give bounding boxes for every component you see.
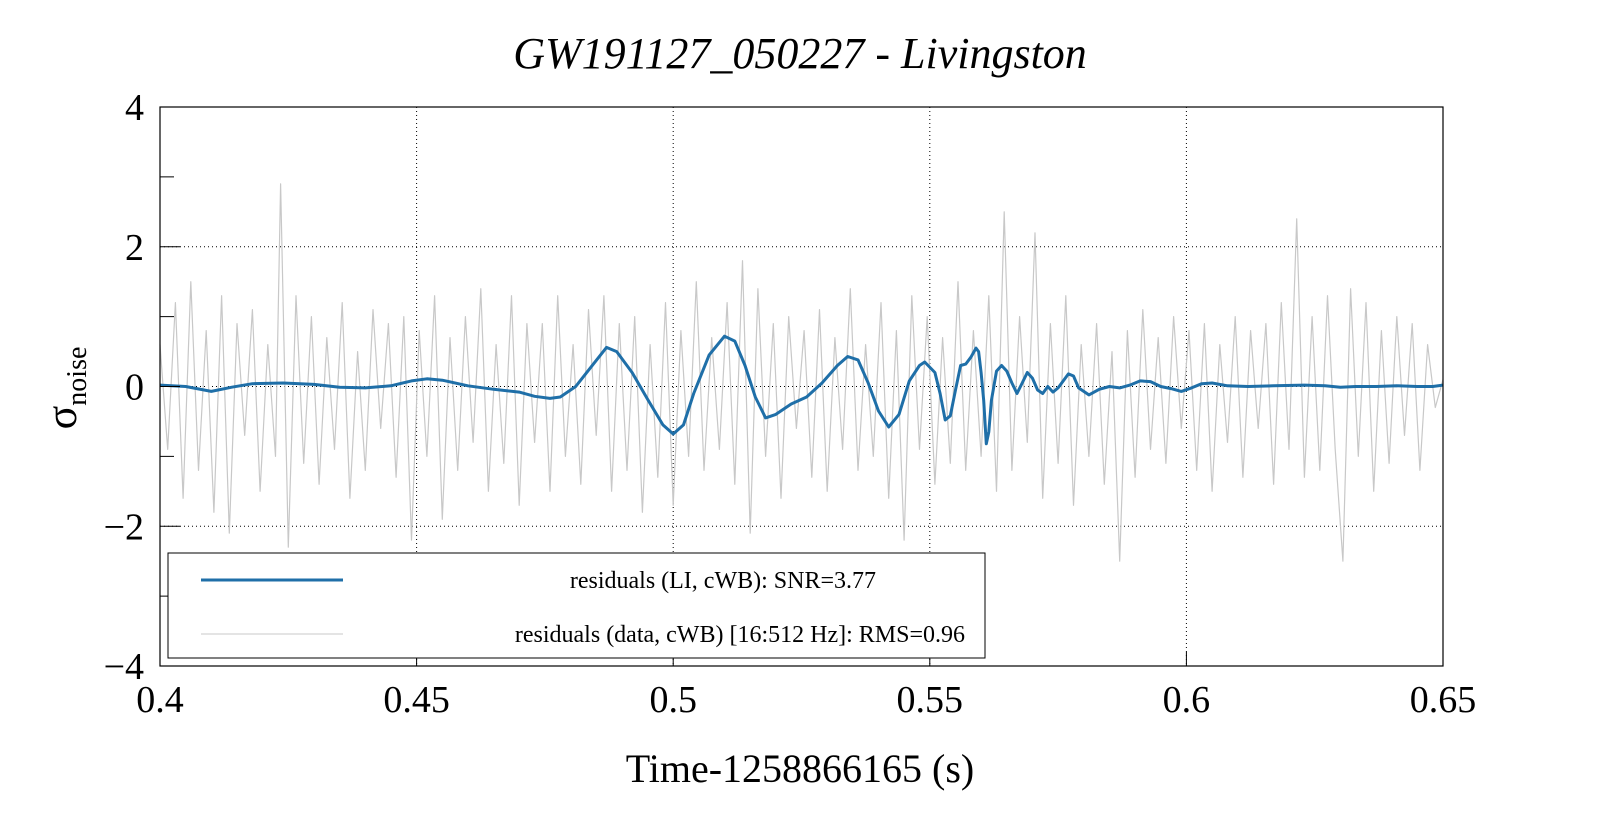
legend-box xyxy=(167,552,986,659)
y-tick-label: −4 xyxy=(104,646,144,688)
svg-text:σnoise: σnoise xyxy=(37,347,93,430)
y-tick-label: −2 xyxy=(104,506,144,548)
series-line-rms xyxy=(159,183,1444,562)
x-tick-label: 0.45 xyxy=(383,679,450,721)
x-axis-label: Time-1258866165 (s) xyxy=(626,746,975,791)
plot-frame xyxy=(159,106,1444,667)
chart-title: GW191127_050227 - Livingston xyxy=(513,29,1087,78)
y-tick-label: 0 xyxy=(125,367,144,409)
series-line-snr xyxy=(159,334,1444,446)
y-tick-label: 4 xyxy=(125,87,144,129)
series-layer xyxy=(159,183,1444,562)
legend-label-rms: residuals (data, cWB) [16:512 Hz]: RMS=0… xyxy=(515,622,965,648)
x-tick-label: 0.5 xyxy=(649,679,697,721)
x-tick-label: 0.6 xyxy=(1163,679,1211,721)
legend: residuals (LI, cWB): SNR=3.77 residuals … xyxy=(167,552,986,659)
y-axis-label-subscript: noise xyxy=(62,347,93,406)
legend-label-snr: residuals (LI, cWB): SNR=3.77 xyxy=(570,568,876,594)
x-tick-label: 0.55 xyxy=(897,679,964,721)
x-tick-label: 0.4 xyxy=(136,679,184,721)
y-axis-label-symbol: σ xyxy=(37,405,86,429)
y-axis-label: σnoise xyxy=(37,347,93,430)
y-tick-label: 2 xyxy=(125,227,144,269)
ticks: 0.4 0.45 0.5 0.55 0.6 0.65 −4 −2 0 2 4 xyxy=(104,87,1477,721)
x-tick-label: 0.65 xyxy=(1410,679,1477,721)
